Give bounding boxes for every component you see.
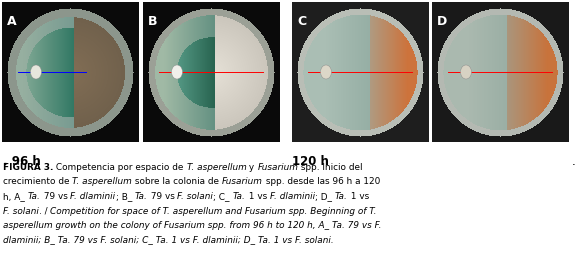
Text: F. dlaminii: F. dlaminii — [270, 192, 315, 201]
Text: D: D — [437, 15, 447, 28]
Ellipse shape — [321, 65, 332, 79]
Text: sobre la colonia de: sobre la colonia de — [132, 178, 222, 187]
Text: 1 vs: 1 vs — [245, 192, 270, 201]
Text: ; B_: ; B_ — [115, 192, 135, 201]
Text: FIGURA 3.: FIGURA 3. — [3, 163, 53, 172]
Text: . 96 h: . 96 h — [3, 155, 41, 168]
Text: 79 vs: 79 vs — [41, 192, 70, 201]
Bar — [143, 2, 280, 142]
Text: . /: . / — [39, 206, 50, 215]
Text: F. dlaminii: F. dlaminii — [70, 192, 115, 201]
Text: h, A_: h, A_ — [3, 192, 28, 201]
Text: Ta.: Ta. — [28, 192, 41, 201]
Ellipse shape — [172, 65, 183, 79]
Text: 1 vs: 1 vs — [347, 192, 369, 201]
Text: T. asperellum: T. asperellum — [72, 178, 132, 187]
Text: T. asperellum: T. asperellum — [187, 163, 246, 172]
Text: y: y — [246, 163, 258, 172]
Text: ; C_: ; C_ — [213, 192, 233, 201]
Text: Competition for space of T. asperellum and Fusarium spp. Beginning of T.: Competition for space of T. asperellum a… — [50, 206, 377, 215]
Text: crecimiento de: crecimiento de — [3, 178, 72, 187]
Text: dlaminii; B_ Ta. 79 vs F. solani; C_ Ta. 1 vs F. dlaminii; D_ Ta. 1 vs F. solani: dlaminii; B_ Ta. 79 vs F. solani; C_ Ta.… — [3, 235, 333, 245]
Text: Ta.: Ta. — [135, 192, 148, 201]
Text: 79 vs: 79 vs — [148, 192, 177, 201]
Ellipse shape — [461, 65, 472, 79]
Text: spp. desde las 96 h a 120: spp. desde las 96 h a 120 — [263, 178, 380, 187]
Text: C: C — [297, 15, 306, 28]
Text: Fusarium: Fusarium — [258, 163, 298, 172]
Bar — [292, 2, 429, 142]
Bar — [432, 2, 569, 142]
Text: A: A — [7, 15, 17, 28]
Text: Ta.: Ta. — [335, 192, 347, 201]
Text: Ta.: Ta. — [233, 192, 245, 201]
Text: F. solani: F. solani — [3, 206, 39, 215]
Text: B: B — [148, 15, 158, 28]
Text: asperellum growth on the colony of Fusarium spp. from 96 h to 120 h, A_ Ta. 79 v: asperellum growth on the colony of Fusar… — [3, 221, 382, 230]
Bar — [2, 2, 139, 142]
Text: F. solani: F. solani — [177, 192, 213, 201]
Text: .: . — [572, 155, 576, 168]
Text: ; D_: ; D_ — [315, 192, 335, 201]
Text: 120 h: 120 h — [292, 155, 329, 168]
Text: Competencia por espacio de: Competencia por espacio de — [53, 163, 187, 172]
Text: Fusarium: Fusarium — [222, 178, 263, 187]
Ellipse shape — [31, 65, 42, 79]
Text: spp. Inicio del: spp. Inicio del — [298, 163, 362, 172]
